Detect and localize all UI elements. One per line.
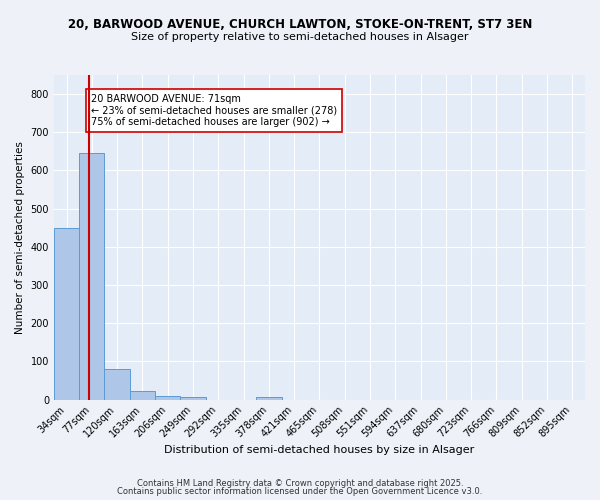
X-axis label: Distribution of semi-detached houses by size in Alsager: Distribution of semi-detached houses by …: [164, 445, 475, 455]
Text: 20 BARWOOD AVENUE: 71sqm
← 23% of semi-detached houses are smaller (278)
75% of : 20 BARWOOD AVENUE: 71sqm ← 23% of semi-d…: [91, 94, 337, 128]
Text: Contains public sector information licensed under the Open Government Licence v3: Contains public sector information licen…: [118, 487, 482, 496]
Bar: [79, 154, 104, 400]
Bar: [104, 369, 130, 400]
Text: 20, BARWOOD AVENUE, CHURCH LAWTON, STOKE-ON-TRENT, ST7 3EN: 20, BARWOOD AVENUE, CHURCH LAWTON, STOKE…: [68, 18, 532, 30]
Text: Size of property relative to semi-detached houses in Alsager: Size of property relative to semi-detach…: [131, 32, 469, 42]
Y-axis label: Number of semi-detached properties: Number of semi-detached properties: [15, 141, 25, 334]
Bar: [155, 396, 181, 400]
Bar: [130, 392, 155, 400]
Bar: [54, 228, 79, 400]
Bar: [256, 396, 281, 400]
Bar: [181, 397, 206, 400]
Text: Contains HM Land Registry data © Crown copyright and database right 2025.: Contains HM Land Registry data © Crown c…: [137, 478, 463, 488]
